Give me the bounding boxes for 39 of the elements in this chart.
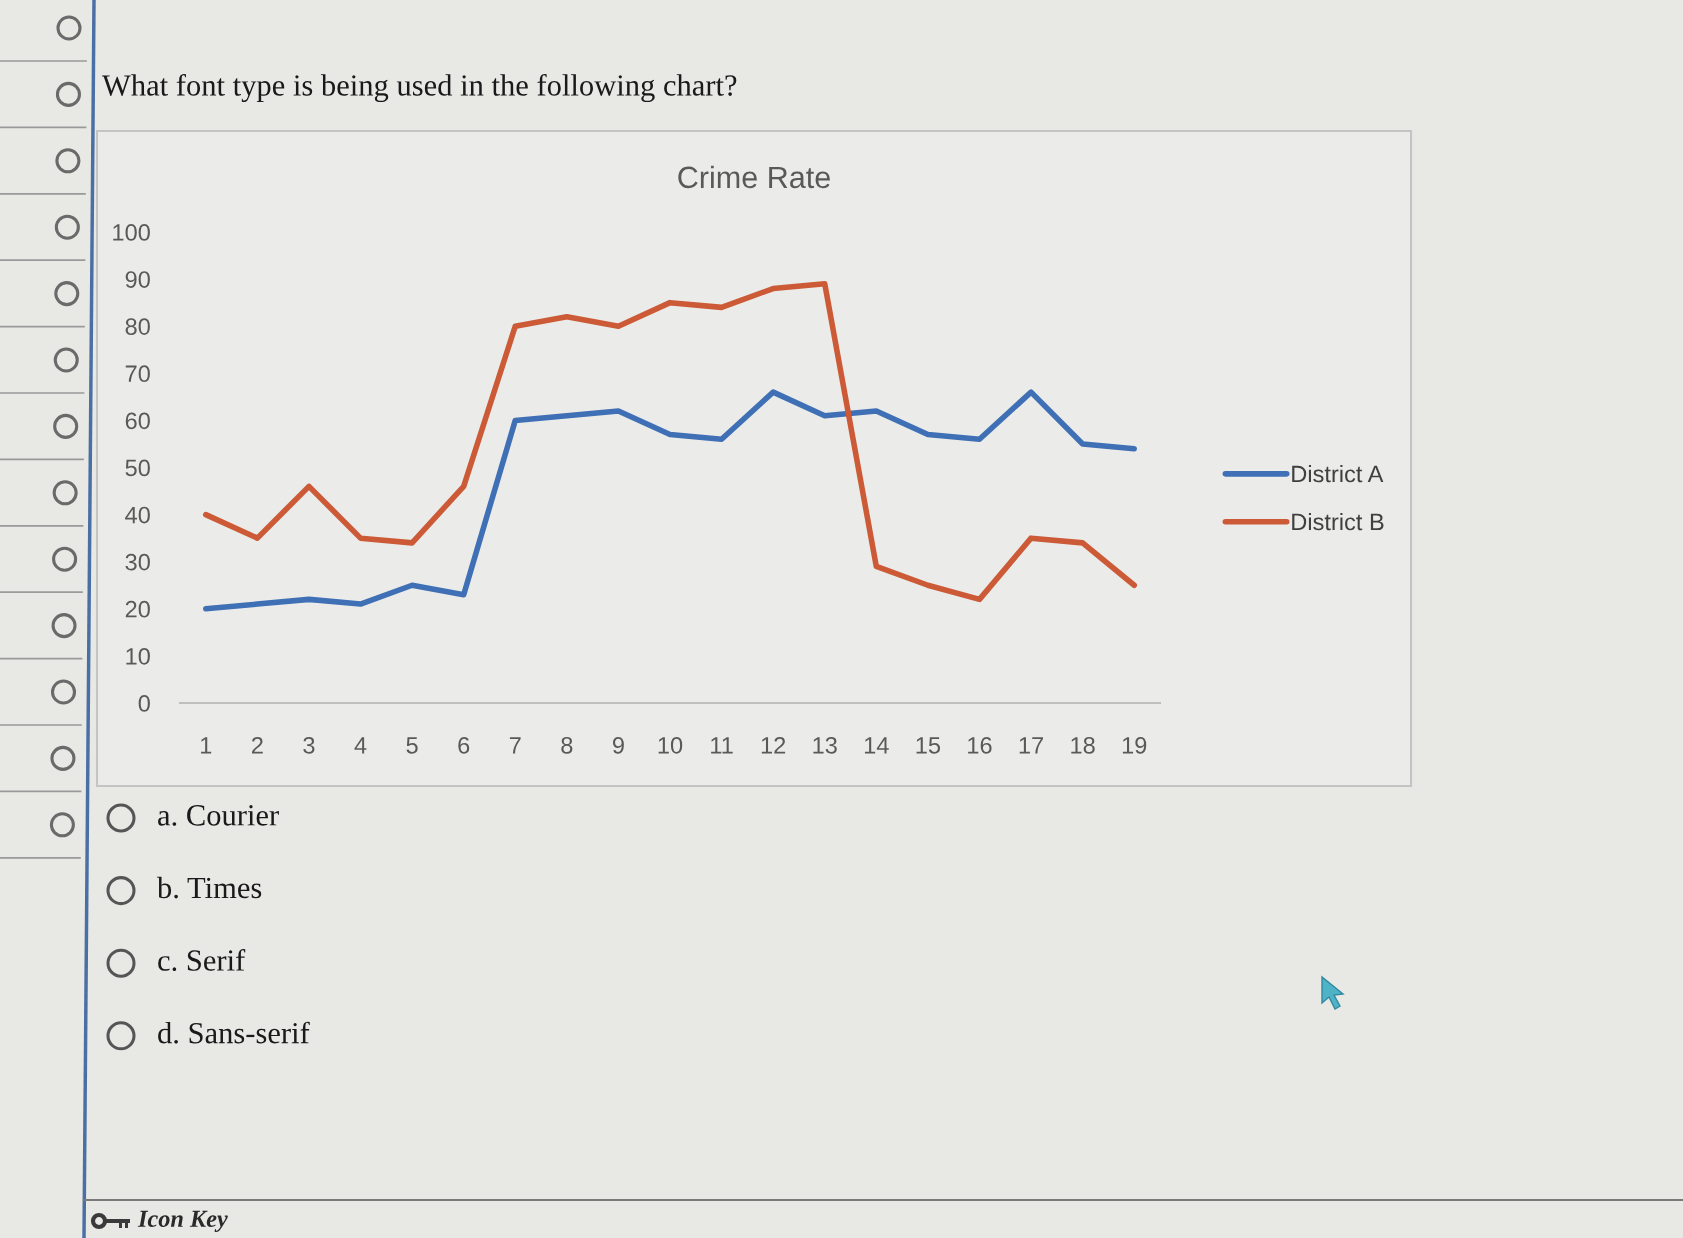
x-tick-label: 1 xyxy=(201,737,212,754)
x-tick-label: 6 xyxy=(458,736,470,754)
y-tick-label: 60 xyxy=(125,412,150,430)
x-tick-label: 2 xyxy=(251,736,263,754)
x-tick-label: 9 xyxy=(612,736,624,754)
x-tick-label: 13 xyxy=(813,736,837,754)
x-tick-label: 19 xyxy=(1122,736,1147,754)
text: b. Times xyxy=(157,876,262,899)
x-tick-label: 17 xyxy=(1019,737,1043,754)
x-tick-label: 7 xyxy=(509,737,521,754)
y-tick-label: 40 xyxy=(125,506,150,524)
y-tick-label: 20 xyxy=(125,600,150,618)
text: c. Serif xyxy=(158,949,246,971)
x-tick-label: 3 xyxy=(303,736,315,754)
y-tick-label: 100 xyxy=(113,224,150,241)
text: What font type is being used in the following chart? xyxy=(102,73,737,103)
legend-label: District A xyxy=(1292,465,1384,483)
y-tick-label: 90 xyxy=(125,271,150,288)
x-tick-label: 14 xyxy=(864,737,889,754)
y-tick-label: 0 xyxy=(138,695,150,712)
y-tick-label: 30 xyxy=(125,553,150,571)
text: a. Courier xyxy=(158,805,279,826)
chart-title: Crime Rate xyxy=(678,165,830,189)
x-tick-label: 8 xyxy=(561,736,573,754)
x-tick-label: 5 xyxy=(406,737,418,754)
x-tick-label: 15 xyxy=(916,737,941,754)
text: d. Sans-serif xyxy=(158,1021,310,1044)
x-tick-label: 18 xyxy=(1071,736,1095,754)
x-tick-label: 12 xyxy=(761,736,786,754)
x-tick-label: 16 xyxy=(968,736,992,754)
x-tick-label: 11 xyxy=(711,737,733,754)
y-tick-label: 70 xyxy=(125,365,150,383)
y-tick-label: 80 xyxy=(125,318,150,335)
y-tick-label: 50 xyxy=(125,459,150,477)
x-tick-label: 10 xyxy=(658,736,683,754)
y-tick-label: 10 xyxy=(126,647,150,665)
legend-label: District B xyxy=(1292,512,1384,531)
text: Icon Key xyxy=(137,1210,228,1233)
x-tick-label: 4 xyxy=(354,737,367,754)
